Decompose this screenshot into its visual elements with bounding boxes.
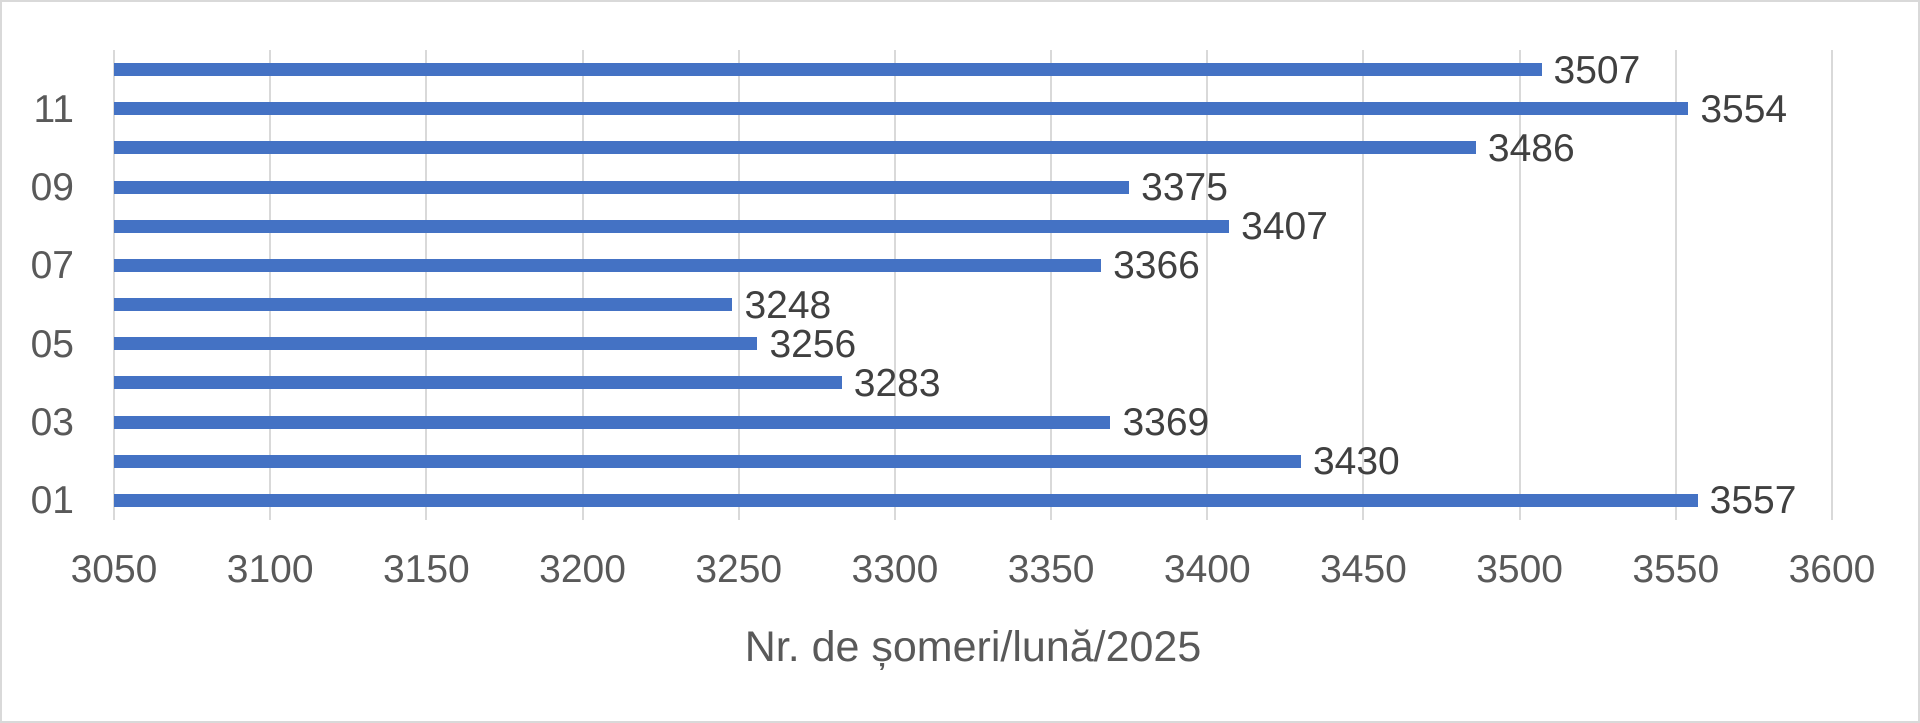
x-axis-tick-label-3500: 3500 [1476,548,1563,591]
bar-month-11 [114,102,1689,116]
y-axis-tick-label-09: 09 [30,166,74,210]
gridline-3500 [1518,50,1521,520]
bar-month-05 [114,337,758,351]
y-axis-tick-label-11: 11 [33,87,75,131]
bar-month-04 [114,376,842,390]
gridline-3400 [1206,50,1209,520]
bar-month-07 [114,258,1102,272]
x-axis-tick-label-3450: 3450 [1320,548,1407,591]
x-axis-tick-label-3100: 3100 [226,548,314,591]
gridline-3200 [581,50,584,520]
data-label-month-05: 3256 [769,322,857,366]
gridline-3300 [893,50,896,520]
gridline-3450 [1362,50,1365,520]
plot-area: 3507 3554 3486 3375 3407 3366 3248 3256 3283 3369… [113,48,1833,523]
data-label-month-09: 3375 [1141,166,1228,210]
gridline-3050 [113,50,115,520]
gridline-3550 [1674,50,1677,520]
x-axis-tick-label-3150: 3150 [382,548,470,591]
data-label-month-08: 3407 [1241,205,1328,249]
x-axis-tick-label-3350: 3350 [1007,548,1095,591]
bar-month-01 [114,493,1698,507]
bar-month-06 [114,298,733,312]
y-axis-tick-label-05: 05 [30,322,74,366]
x-axis-tick-label-3050: 3050 [70,548,158,591]
bar-month-03 [114,415,1111,429]
x-axis-tick-label-3300: 3300 [851,548,939,591]
data-label-month-12: 3507 [1553,48,1641,92]
bar-month-12 [114,63,1542,77]
y-axis-tick-label-07: 07 [30,244,74,288]
x-axis-title: Nr. de șomeri/lună/2025 [744,623,1202,671]
bar-month-02 [114,454,1301,468]
gridline-3250 [737,50,740,520]
data-label-month-11: 3554 [1700,87,1788,131]
x-axis-tick-label-3250: 3250 [695,548,783,591]
x-axis-tick-label-3400: 3400 [1163,548,1251,591]
data-label-month-10: 3486 [1487,126,1575,170]
x-axis-tick-label-3200: 3200 [539,548,626,591]
data-label-month-04: 3283 [853,361,941,405]
y-axis-tick-label-01: 01 [30,479,74,523]
bar-month-09 [114,180,1130,194]
gridline-3150 [425,50,428,520]
gridline-3350 [1050,50,1053,520]
bar-month-08 [114,219,1230,233]
x-axis-tick-label-3550: 3550 [1632,548,1720,591]
data-label-month-03: 3369 [1122,401,1210,445]
y-axis-tick-label-03: 03 [30,401,74,445]
data-label-month-02: 3430 [1312,440,1400,484]
data-label-month-07: 3366 [1113,244,1200,288]
bar-month-10 [114,141,1476,155]
gridline-3600 [1831,50,1833,520]
gridline-3100 [269,50,272,520]
data-label-month-01: 3557 [1709,479,1797,523]
data-label-month-06: 3248 [744,283,832,327]
x-axis-tick-label-3600: 3600 [1788,548,1876,591]
